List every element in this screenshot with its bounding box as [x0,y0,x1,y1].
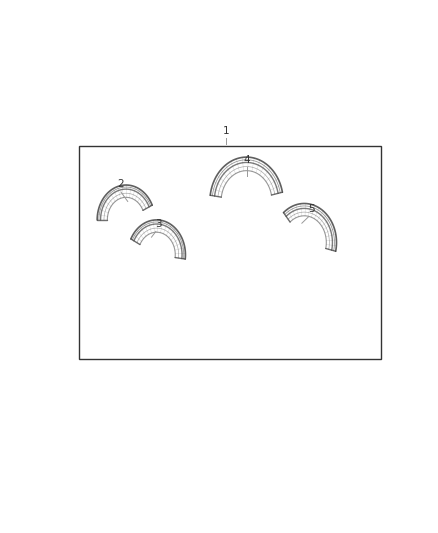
Text: 1: 1 [223,126,230,136]
Text: 3: 3 [155,219,162,229]
Text: 5: 5 [308,204,314,214]
Text: 2: 2 [118,179,124,189]
Text: 4: 4 [243,155,250,165]
Bar [78,146,381,359]
